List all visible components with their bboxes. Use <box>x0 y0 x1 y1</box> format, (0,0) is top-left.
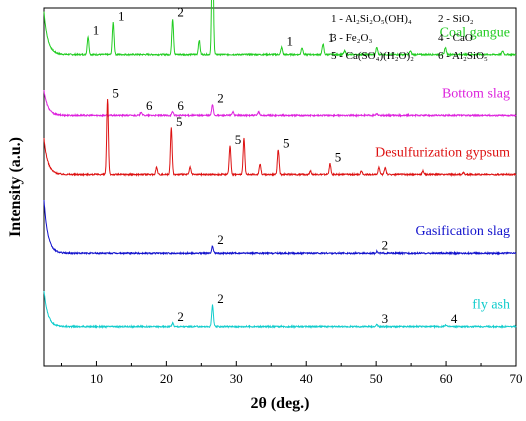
series-line <box>43 0 517 57</box>
peak-label: 2 <box>177 5 184 20</box>
peak-label: 3 <box>382 311 389 326</box>
peak-label: 2 <box>382 237 389 252</box>
peak-label: 2 <box>217 91 224 106</box>
phase-legend: 1 - Al₂Si₂O₅(OH)₄ 2 - SiO₂ 3 - Fe₂O₃ 4 - Ca… <box>331 13 488 62</box>
x-tick-label: 60 <box>440 371 453 386</box>
series-group: Coal gangue 1 1 2 2 1 1 Bottom slag 6 6 2 Desulfuri… <box>43 0 517 330</box>
x-tick-label: 20 <box>160 371 173 386</box>
peak-label: 2 <box>217 291 224 306</box>
peak-label: 6 <box>177 98 184 113</box>
peak-label: 1 <box>328 30 335 45</box>
series-line <box>43 98 517 178</box>
x-tick-label: 40 <box>300 371 313 386</box>
y-axis-title: Intensity (a.u.) <box>7 137 24 237</box>
x-tick-label: 10 <box>90 371 103 386</box>
series-name-label: Gasification slag <box>416 224 510 239</box>
series-name-label: Desulfurization gypsum <box>375 145 510 160</box>
x-ticks: 10 20 30 40 50 60 70 <box>60 361 523 386</box>
peak-label: 5 <box>112 85 119 100</box>
legend-entry: 5 - Ca(SO₄)(H₂O)₂ <box>331 50 414 62</box>
x-tick-label: 30 <box>230 371 243 386</box>
legend-entry: 2 - SiO₂ <box>438 13 474 25</box>
peak-label: 5 <box>176 114 183 129</box>
peak-label: 1 <box>93 23 100 38</box>
peak-label: 2 <box>217 232 224 247</box>
x-tick-label: 50 <box>370 371 383 386</box>
x-tick-label: 70 <box>510 371 523 386</box>
legend-entry: 4 - CaO <box>438 32 473 44</box>
peak-label: 2 <box>177 309 184 324</box>
plot-frame <box>43 7 517 367</box>
series-name-label: Coal gangue <box>440 26 510 41</box>
legend-entry: 1 - Al₂Si₂O₅(OH)₄ <box>331 13 412 25</box>
series-name-label: Bottom slag <box>442 86 510 101</box>
peak-label: 1 <box>118 8 125 23</box>
peak-label: 5 <box>235 132 242 147</box>
series-name-label: fly ash <box>472 298 510 313</box>
series-line <box>43 290 517 330</box>
legend-entry: 3 - Fe₂O₃ <box>331 32 372 44</box>
peak-label: 5 <box>335 150 342 165</box>
peak-label: 6 <box>146 98 153 113</box>
series-line <box>43 199 517 256</box>
peak-label: 4 <box>451 311 458 326</box>
x-axis-title: 2θ (deg.) <box>250 395 309 412</box>
series-line <box>43 89 517 118</box>
peak-label: 5 <box>283 135 290 150</box>
legend-entry: 6 - Al₂SiO₅ <box>438 50 488 62</box>
peak-label: 1 <box>286 33 293 48</box>
